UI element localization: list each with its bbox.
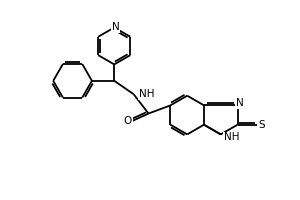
- Text: NH: NH: [224, 132, 239, 142]
- Text: O: O: [124, 116, 132, 126]
- Text: N: N: [112, 22, 120, 32]
- Text: S: S: [258, 120, 265, 130]
- Text: NH: NH: [139, 89, 154, 99]
- Text: N: N: [236, 98, 244, 108]
